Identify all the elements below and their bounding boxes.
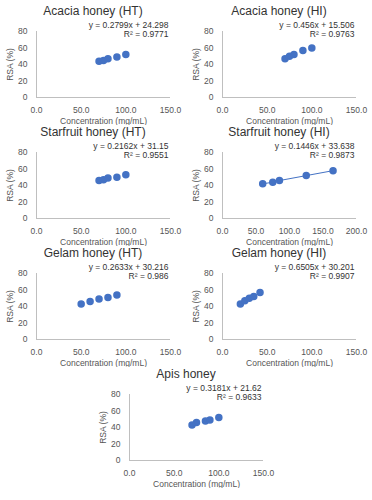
svg-text:100.0: 100.0 [208,468,230,478]
svg-text:RSA (%): RSA (%) [191,169,201,202]
svg-text:20: 20 [204,318,214,328]
svg-text:y = 0.2162x + 31.15R² = 0.9551: y = 0.2162x + 31.15R² = 0.9551 [93,141,168,160]
html-text:Gelam honey (HT): Gelam honey (HT) [43,246,143,260]
svg-text:150.0: 150.0 [160,347,182,357]
svg-text:0.0: 0.0 [217,105,229,115]
svg-text:80: 80 [18,268,28,278]
svg-text:Concentration (mg/mL): Concentration (mg/mL) [246,358,333,368]
html-text:Acacia honey (HT): Acacia honey (HT) [43,4,143,18]
svg-text:40: 40 [111,422,121,432]
svg-text:RSA (%): RSA (%) [191,290,201,323]
svg-text:60: 60 [18,43,28,53]
svg-text:150.0: 150.0 [312,226,334,236]
svg-text:RSA (%): RSA (%) [5,48,15,81]
svg-text:0.0: 0.0 [124,468,136,478]
svg-text:60: 60 [18,285,28,295]
svg-text:40: 40 [204,180,214,190]
svg-text:RSA (%): RSA (%) [5,169,15,202]
svg-text:40: 40 [18,180,28,190]
svg-text:y = 0.6505x + 30.201R² = 0.990: y = 0.6505x + 30.201R² = 0.9907 [275,262,355,281]
svg-text:0.0: 0.0 [31,105,43,115]
svg-text:20: 20 [111,439,121,449]
svg-text:0.0: 0.0 [31,226,43,236]
svg-text:0: 0 [23,92,28,102]
svg-text:100.0: 100.0 [115,226,137,236]
svg-text:0: 0 [116,455,121,465]
svg-text:60: 60 [204,43,214,53]
svg-text:20: 20 [18,76,28,86]
svg-text:100.0: 100.0 [115,347,137,357]
svg-text:150.0: 150.0 [160,226,182,236]
html-text:Apis honey: Apis honey [156,367,216,381]
svg-text:80: 80 [111,389,121,399]
svg-text:y = 0.1446x + 33.638R² = 0.987: y = 0.1446x + 33.638R² = 0.9873 [275,141,355,160]
svg-text:Concentration (mg/mL): Concentration (mg/mL) [60,116,147,126]
svg-text:0.0: 0.0 [217,226,229,236]
svg-text:80: 80 [18,147,28,157]
html-text:Starfruit honey (HI): Starfruit honey (HI) [228,125,330,139]
svg-text:RSA (%): RSA (%) [191,48,201,81]
svg-text:50.0: 50.0 [248,226,265,236]
svg-text:0: 0 [209,334,214,344]
html-text:Gelam honey (HI): Gelam honey (HI) [231,246,327,260]
svg-text:RSA (%): RSA (%) [98,411,108,444]
html-text:Acacia honey (HI): Acacia honey (HI) [231,4,327,18]
svg-text:150.0: 150.0 [346,105,368,115]
svg-text:Concentration (mg/mL): Concentration (mg/mL) [246,237,333,247]
svg-text:50.0: 50.0 [259,105,276,115]
svg-text:50.0: 50.0 [259,347,276,357]
svg-text:100.0: 100.0 [301,347,323,357]
svg-text:200.0: 200.0 [346,226,368,236]
svg-text:80: 80 [204,147,214,157]
svg-text:y = 0.2633x + 30.216R² = 0.986: y = 0.2633x + 30.216R² = 0.986 [89,262,169,281]
svg-text:20: 20 [204,197,214,207]
svg-text:60: 60 [204,164,214,174]
svg-text:0: 0 [23,213,28,223]
svg-text:40: 40 [18,59,28,69]
svg-text:100.0: 100.0 [279,226,301,236]
svg-text:60: 60 [18,164,28,174]
svg-text:40: 40 [204,59,214,69]
svg-text:Concentration (mg/mL): Concentration (mg/mL) [153,479,240,489]
svg-text:Concentration (mg/mL): Concentration (mg/mL) [60,237,147,247]
svg-text:20: 20 [18,197,28,207]
svg-text:40: 40 [204,301,214,311]
svg-text:RSA (%): RSA (%) [5,290,15,323]
svg-text:y = 0.3181x + 21.62R² = 0.9633: y = 0.3181x + 21.62R² = 0.9633 [186,383,261,402]
svg-text:y = 0.456x + 15.506R² = 0.9763: y = 0.456x + 15.506R² = 0.9763 [279,20,354,39]
svg-text:60: 60 [204,285,214,295]
svg-text:150.0: 150.0 [253,468,275,478]
svg-text:50.0: 50.0 [166,468,183,478]
svg-text:80: 80 [204,26,214,36]
svg-text:40: 40 [18,301,28,311]
svg-text:80: 80 [204,268,214,278]
svg-text:Concentration (mg/mL): Concentration (mg/mL) [60,358,147,368]
svg-text:0: 0 [209,92,214,102]
svg-text:Concentration (mg/mL): Concentration (mg/mL) [246,116,333,126]
svg-text:150.0: 150.0 [160,105,182,115]
svg-text:y = 0.2799x + 24.298R² = 0.977: y = 0.2799x + 24.298R² = 0.9771 [89,20,169,39]
svg-text:20: 20 [204,76,214,86]
svg-text:100.0: 100.0 [115,105,137,115]
svg-text:50.0: 50.0 [73,347,90,357]
svg-text:80: 80 [18,26,28,36]
svg-text:20: 20 [18,318,28,328]
svg-text:0: 0 [209,213,214,223]
svg-text:50.0: 50.0 [73,226,90,236]
svg-text:100.0: 100.0 [301,105,323,115]
html-text:Starfruit honey (HT): Starfruit honey (HT) [40,125,146,139]
svg-text:0: 0 [23,334,28,344]
svg-text:0.0: 0.0 [31,347,43,357]
svg-text:60: 60 [111,406,121,416]
svg-text:50.0: 50.0 [73,105,90,115]
svg-text:150.0: 150.0 [346,347,368,357]
svg-text:0.0: 0.0 [217,347,229,357]
